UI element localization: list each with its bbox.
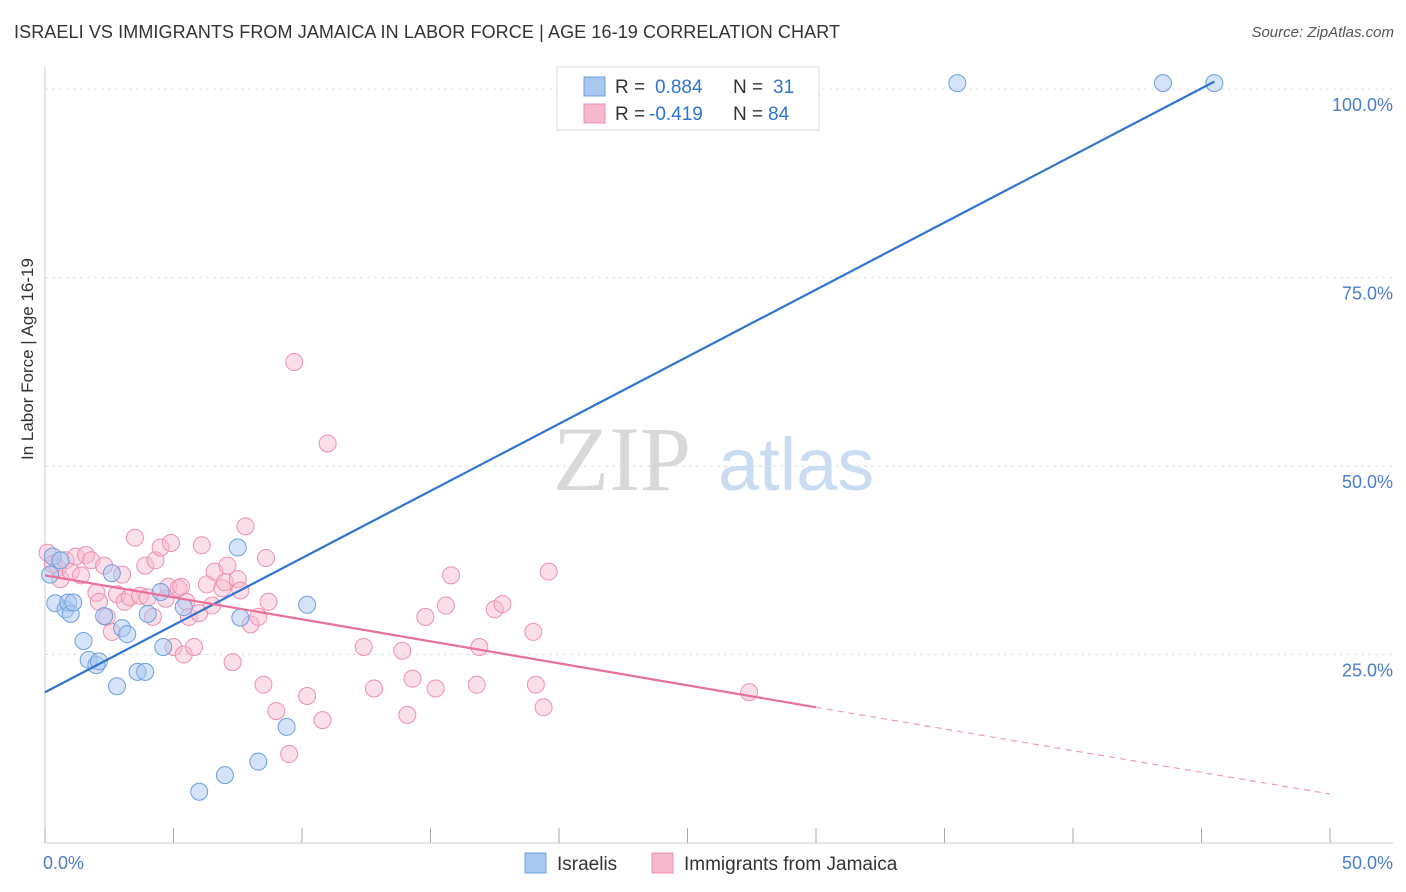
- jamaica-point: [257, 549, 276, 568]
- jamaica-point: [740, 683, 759, 702]
- bottom-legend-swatch-jamaica: [651, 852, 674, 874]
- legend-r-value-1: 0.884: [655, 77, 703, 98]
- watermark-atlas: atlas: [718, 423, 874, 506]
- jamaica-point: [151, 538, 170, 557]
- jamaica-point: [259, 592, 278, 611]
- jamaica-point: [398, 705, 417, 724]
- legend-r-label-2: R =: [615, 104, 645, 125]
- jamaica-point: [539, 562, 558, 581]
- jamaica-point: [236, 517, 255, 536]
- jamaica-point: [136, 556, 155, 575]
- watermark: ZIP atlas: [553, 408, 874, 510]
- israelis-point: [190, 782, 209, 801]
- legend-swatch-israelis: [583, 76, 606, 97]
- jamaica-point: [354, 638, 373, 656]
- legend-n-value-1: 31: [773, 77, 794, 98]
- jamaica-point: [436, 596, 455, 615]
- israelis-trend-line: [44, 80, 1215, 694]
- jamaica-point: [526, 675, 545, 694]
- x-tick-label: 0.0%: [43, 853, 84, 873]
- jamaica-point: [493, 595, 512, 614]
- axis-layer: 25.0% 50.0% 75.0% 100.0% 0.0% 50.0%: [43, 67, 1393, 873]
- legend-n-label-1: N =: [733, 77, 763, 98]
- jamaica-point: [125, 528, 144, 547]
- jamaica-point: [172, 577, 191, 596]
- legend-r-value-2: -0.419: [649, 104, 703, 125]
- legend-r-label-1: R =: [615, 77, 645, 98]
- jamaica-point: [285, 353, 304, 372]
- chart-title: ISRAELI VS IMMIGRANTS FROM JAMAICA IN LA…: [14, 22, 841, 42]
- y-tick-label: 25.0%: [1342, 661, 1393, 681]
- israelis-point: [215, 766, 234, 785]
- legend-swatch-jamaica: [583, 103, 606, 124]
- israelis-point: [231, 608, 250, 627]
- jamaica-point: [254, 675, 273, 694]
- jamaica-point: [77, 546, 96, 565]
- jamaica-point: [298, 687, 317, 705]
- israelis-point: [298, 595, 317, 614]
- series-legend: Israelis Immigrants from Jamaica: [524, 852, 898, 875]
- israelis-point: [228, 538, 247, 557]
- jamaica-point: [267, 702, 286, 721]
- israelis-point: [249, 752, 268, 771]
- jamaica-point: [161, 533, 180, 552]
- jamaica-point: [426, 679, 445, 698]
- jamaica-point: [185, 638, 204, 656]
- jamaica-point: [192, 536, 211, 555]
- israelis-point: [136, 662, 155, 681]
- correlation-legend: R = 0.884 N = 31 R = -0.419 N = 84: [556, 66, 820, 131]
- jamaica-point: [393, 641, 412, 660]
- jamaica-point: [524, 622, 543, 641]
- y-tick-label: 75.0%: [1342, 284, 1393, 304]
- jamaica-point: [174, 645, 193, 664]
- jamaica-point: [71, 566, 90, 585]
- israelis-point: [95, 607, 114, 626]
- bottom-legend-label-jamaica: Immigrants from Jamaica: [684, 854, 898, 875]
- jamaica-point: [403, 669, 422, 688]
- y-tick-label: 100.0%: [1332, 95, 1393, 115]
- israelis-point: [1153, 74, 1172, 93]
- bottom-legend-swatch-israelis: [524, 852, 547, 874]
- israelis-point: [1205, 74, 1224, 93]
- legend-n-value-2: 84: [768, 104, 790, 125]
- israelis-point: [51, 551, 70, 570]
- jamaica-trend-extension: [815, 706, 1331, 795]
- jamaica-point: [442, 566, 461, 585]
- jamaica-point: [534, 698, 553, 717]
- israelis-point: [64, 593, 83, 612]
- jamaica-point: [416, 607, 435, 626]
- jamaica-point: [218, 556, 237, 575]
- series-israelis: [41, 74, 1224, 801]
- israelis-point: [118, 625, 137, 644]
- jamaica-point: [318, 434, 337, 453]
- jamaica-point: [470, 638, 489, 656]
- trend-lines: [44, 80, 1331, 795]
- y-tick-label: 50.0%: [1342, 472, 1393, 492]
- israelis-point: [74, 631, 93, 650]
- jamaica-point: [223, 653, 242, 672]
- legend-n-label-2: N =: [733, 104, 763, 125]
- jamaica-point: [228, 570, 247, 589]
- watermark-zip: ZIP: [553, 408, 691, 510]
- israelis-point: [948, 74, 967, 93]
- jamaica-point: [364, 679, 383, 698]
- jamaica-trend-line: [44, 574, 817, 709]
- israelis-point: [107, 677, 126, 696]
- jamaica-point: [313, 711, 332, 730]
- x-tick-label: 50.0%: [1342, 853, 1393, 873]
- israelis-point: [277, 717, 296, 736]
- grid-layer: [45, 88, 1393, 656]
- israelis-point: [154, 638, 173, 656]
- jamaica-point: [280, 745, 299, 764]
- source-credit: Source: ZipAtlas.com: [1251, 24, 1394, 41]
- israelis-point: [138, 604, 157, 623]
- israelis-point: [102, 564, 121, 583]
- jamaica-point: [467, 675, 486, 694]
- bottom-legend-label-israelis: Israelis: [557, 854, 617, 875]
- israelis-point: [41, 565, 60, 584]
- israelis-point: [151, 582, 170, 601]
